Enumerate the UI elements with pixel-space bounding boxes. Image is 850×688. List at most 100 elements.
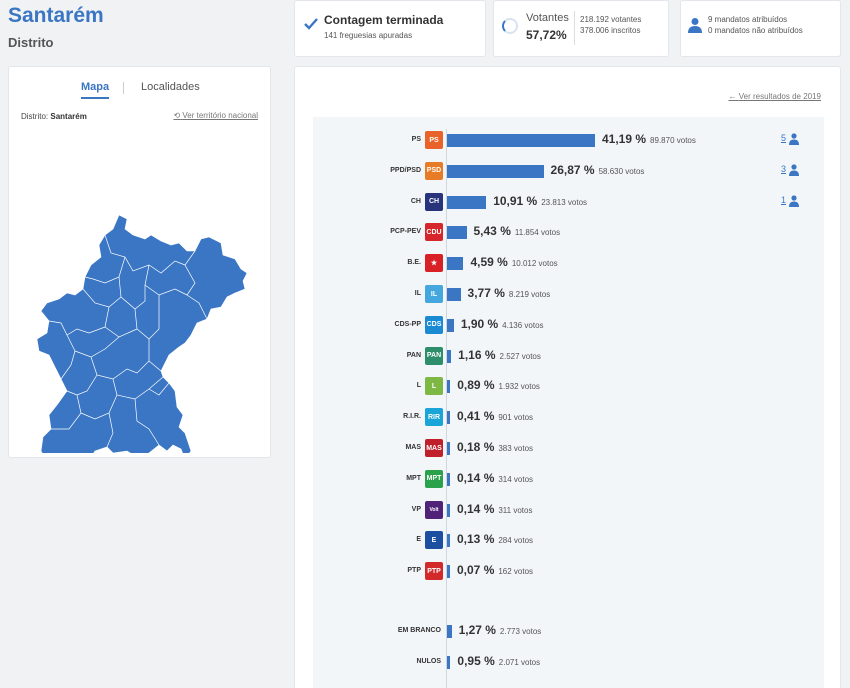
party-row: VP Volt 0,14 % 311 votos	[313, 500, 824, 521]
result-bar	[447, 134, 595, 147]
map-panel: Mapa Localidades Distrito: Santarém ⟲ Ve…	[8, 66, 271, 458]
result-bar	[447, 380, 451, 394]
party-logo-icon: PTP	[425, 562, 443, 581]
district-map[interactable]	[9, 133, 272, 453]
result-bar	[447, 625, 452, 638]
check-icon	[304, 18, 318, 30]
party-name: EM BRANCO	[397, 627, 441, 634]
result-value: 3,77 % 8.219 votos	[468, 286, 551, 300]
result-percent: 1,27 %	[458, 623, 496, 637]
party-logo-icon: PAN	[425, 346, 443, 365]
result-percent: 0,89 %	[457, 378, 495, 393]
page-title: Santarém	[8, 4, 104, 27]
result-votes: 383 votos	[498, 444, 534, 453]
result-bar	[447, 226, 467, 240]
result-percent: 0,14 %	[457, 470, 495, 485]
party-name: CDS-PP	[394, 320, 421, 328]
result-percent: 1,16 %	[458, 347, 496, 362]
result-votes: 58.630 votos	[598, 166, 645, 176]
party-name: E	[416, 536, 421, 544]
result-value: 26,87 % 58.630 votos	[551, 163, 645, 177]
party-logo-icon: CH	[425, 192, 443, 211]
turnout-percent: 57,72%	[526, 28, 567, 42]
tab-localidades[interactable]: Localidades	[141, 81, 200, 93]
party-name: PTP	[407, 567, 421, 575]
view-national-link[interactable]: ⟲ Ver território nacional	[173, 111, 258, 120]
person-icon	[789, 133, 799, 145]
party-logo-icon: PSD	[425, 161, 443, 180]
party-name: VP	[411, 505, 421, 513]
seats-link[interactable]: 3	[781, 163, 787, 174]
result-bar	[447, 349, 452, 363]
view-2019-link[interactable]: ← Ver resultados de 2019	[728, 92, 821, 101]
result-percent: 26,87 %	[550, 162, 595, 177]
result-value: 0,07 % 162 votos	[457, 563, 533, 577]
result-value: 0,14 % 314 votos	[457, 471, 533, 485]
result-percent: 41,19 %	[602, 132, 647, 146]
divider	[574, 11, 575, 45]
party-row: EM BRANCO 1,27 % 2.773 votos	[313, 622, 824, 642]
result-value: 5,43 % 11.854 votos	[474, 224, 561, 238]
result-bar	[447, 164, 544, 178]
party-row: IL IL 3,77 % 8.219 votos	[313, 285, 824, 305]
result-votes: 2.773 votos	[499, 627, 542, 636]
count-status-card: Contagem terminada 141 freguesias apurad…	[294, 0, 486, 57]
mandates-assigned: 9 mandatos atribuídos	[708, 15, 788, 24]
registered-count: 378.006 inscritos	[580, 26, 641, 35]
result-votes: 901 votos	[498, 413, 534, 423]
result-votes: 2.527 votos	[499, 351, 541, 361]
result-value: 1,16 % 2.527 votos	[458, 348, 541, 362]
party-logo-icon: IL	[425, 285, 443, 303]
party-row: E E 0,13 % 284 votos	[313, 531, 824, 551]
seats-link[interactable]: 1	[781, 194, 787, 205]
turnout-ring-icon	[502, 18, 518, 34]
person-icon	[688, 18, 702, 33]
result-bar	[447, 411, 450, 425]
result-value: 4,59 % 10.012 votos	[470, 255, 557, 269]
result-votes: 311 votos	[498, 505, 533, 515]
arrow-left-icon: ←	[728, 92, 737, 101]
district-map-shape[interactable]	[36, 214, 248, 453]
result-percent: 0,18 %	[457, 440, 495, 454]
result-votes: 89.870 votos	[650, 136, 696, 145]
result-value: 0,89 % 1.932 votos	[457, 378, 540, 392]
result-votes: 4.136 votos	[502, 320, 544, 330]
party-name: R.I.R.	[403, 413, 421, 421]
turnout-label: Votantes	[526, 12, 569, 24]
result-bar	[447, 534, 450, 548]
seats-link[interactable]: 5	[781, 133, 787, 143]
party-logo-icon: Volt	[425, 500, 443, 519]
result-bar	[447, 195, 487, 209]
party-row: MPT MPT 0,14 % 314 votos	[313, 469, 824, 490]
party-row: PCP-PEV CDU 5,43 % 11.854 votos	[313, 223, 824, 243]
result-value: 41,19 % 89.870 votos	[602, 132, 696, 146]
result-votes: 23.813 votos	[541, 197, 588, 207]
party-name: B.E.	[407, 259, 421, 267]
party-name: MPT	[406, 474, 421, 482]
result-votes: 284 votos	[498, 536, 534, 546]
tab-divider	[123, 82, 124, 94]
party-row: CDS-PP CDS 1,90 % 4.136 votos	[313, 315, 824, 336]
party-logo-icon: MPT	[425, 469, 443, 488]
party-logo-icon: ★	[425, 254, 443, 273]
result-percent: 3,77 %	[467, 286, 505, 300]
party-logo-icon: PS	[425, 131, 443, 149]
party-logo-icon: RIR	[425, 408, 443, 427]
tab-mapa[interactable]: Mapa	[81, 81, 110, 99]
result-votes: 2.071 votos	[498, 658, 541, 667]
person-icon	[789, 194, 799, 207]
result-bar	[447, 442, 450, 455]
party-logo-icon: L	[425, 377, 443, 396]
mandates-card: 9 mandatos atribuídos 0 mandatos não atr…	[680, 0, 841, 57]
result-value: 0,14 % 311 votos	[457, 502, 532, 516]
municipality-borders	[48, 234, 208, 448]
result-value: 1,27 % 2.773 votos	[459, 623, 542, 637]
result-votes: 10.012 votos	[511, 259, 558, 269]
district-label: Distrito: Santarém	[21, 112, 87, 121]
result-bar	[447, 565, 450, 579]
party-name: CH	[410, 197, 421, 205]
result-percent: 0,07 %	[457, 563, 495, 578]
party-row: PPD/PSD PSD 26,87 % 58.630 votos 3	[313, 161, 824, 182]
party-row: PAN PAN 1,16 % 2.527 votos	[313, 346, 824, 367]
view-national-label: Ver território nacional	[182, 111, 258, 120]
